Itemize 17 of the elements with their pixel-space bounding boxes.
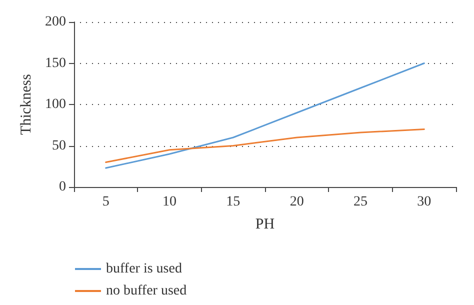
x-tick-label: 15 (226, 194, 240, 210)
x-tick-label: 25 (354, 194, 368, 210)
line-series (105, 62, 425, 169)
y-tick-label: 200 (45, 14, 66, 30)
x-tick-label: 10 (162, 194, 176, 210)
y-tick-label: 50 (52, 138, 66, 154)
y-tick-label: 0 (59, 180, 66, 194)
x-axis-title: PH (255, 216, 275, 232)
x-tick-label: 5 (102, 194, 110, 210)
y-tick-label: 150 (45, 56, 66, 71)
line-series (105, 128, 425, 163)
legend-label: buffer is used (106, 262, 182, 276)
x-tick-label: 30 (417, 194, 432, 210)
legend-label: no buffer used (106, 284, 187, 298)
y-axis-title: Thickness (18, 74, 34, 135)
y-tick-label: 100 (45, 97, 66, 112)
x-tick-label: 20 (290, 194, 304, 210)
